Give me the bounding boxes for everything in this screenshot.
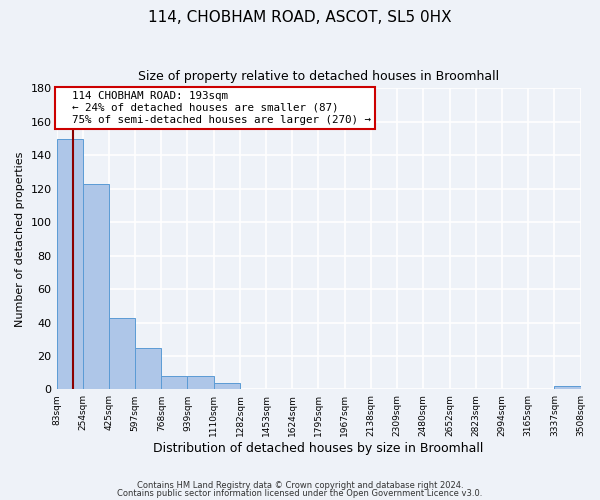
Title: Size of property relative to detached houses in Broomhall: Size of property relative to detached ho… [138,70,499,83]
Bar [161,376,187,390]
Bar [135,348,161,390]
Text: Contains HM Land Registry data © Crown copyright and database right 2024.: Contains HM Land Registry data © Crown c… [137,480,463,490]
Bar [109,318,135,390]
X-axis label: Distribution of detached houses by size in Broomhall: Distribution of detached houses by size … [154,442,484,455]
Bar [214,383,240,390]
Bar [56,138,83,390]
Bar [83,184,109,390]
Y-axis label: Number of detached properties: Number of detached properties [15,151,25,326]
Text: Contains public sector information licensed under the Open Government Licence v3: Contains public sector information licen… [118,489,482,498]
Text: 114 CHOBHAM ROAD: 193sqm
  ← 24% of detached houses are smaller (87)
  75% of se: 114 CHOBHAM ROAD: 193sqm ← 24% of detach… [59,92,371,124]
Bar [554,386,581,390]
Text: 114, CHOBHAM ROAD, ASCOT, SL5 0HX: 114, CHOBHAM ROAD, ASCOT, SL5 0HX [148,10,452,25]
Bar [187,376,214,390]
